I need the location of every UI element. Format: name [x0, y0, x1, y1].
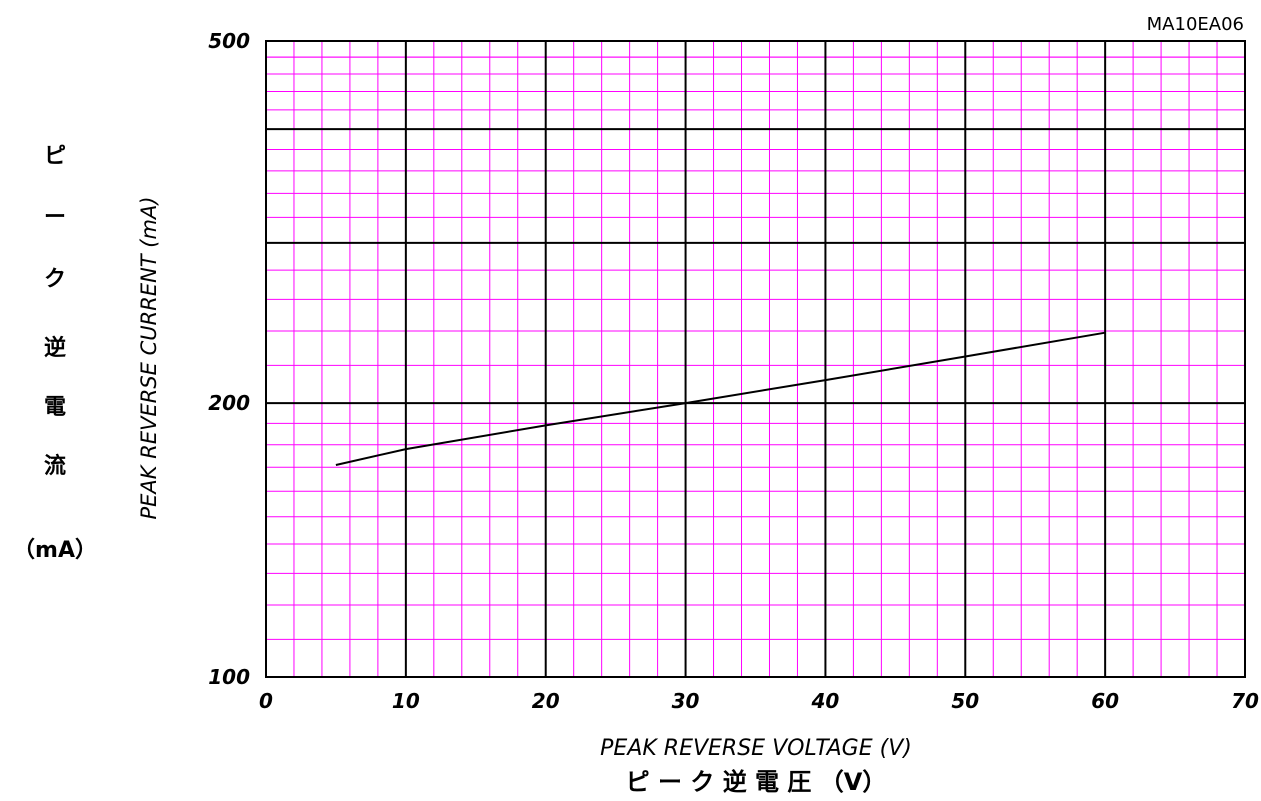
model-code: MA10EA06 — [1147, 14, 1244, 35]
y-axis-label-jp-char: 流 — [44, 453, 66, 479]
x-tick-label: 60 — [1091, 689, 1119, 713]
x-tick-label: 20 — [532, 689, 560, 713]
y-tick-labels: 100 200 500 — [208, 29, 250, 689]
x-tick-label: 30 — [672, 689, 700, 713]
x-tick-labels: 0 10 20 30 40 50 60 70 — [259, 689, 1259, 713]
y-axis-label-jp-char: 電 — [44, 395, 66, 420]
major-grid — [266, 41, 1245, 677]
x-tick-label: 50 — [951, 689, 979, 713]
minor-grid — [266, 41, 1245, 677]
x-tick-label: 10 — [392, 689, 420, 713]
y-axis-label-jp-char: （mA） — [13, 538, 97, 563]
y-tick-label: 500 — [208, 29, 250, 53]
y-axis-label: PEAK REVERSE CURRENT (mA) — [137, 196, 161, 519]
x-axis-label: PEAK REVERSE VOLTAGE (V) — [600, 736, 912, 761]
x-tick-label: 70 — [1231, 689, 1259, 713]
y-axis-label-jp-char: ピ — [44, 144, 66, 169]
y-axis-label-jp-char: ク — [44, 267, 66, 292]
x-tick-label: 40 — [811, 689, 840, 713]
x-axis-label-jp: ピ ー ク 逆 電 圧 （V） — [626, 768, 887, 796]
series-line — [335, 331, 1106, 466]
y-axis-label-jp-char: 逆 — [44, 335, 66, 361]
y-axis-label-jp-char: ー — [44, 205, 66, 230]
plot-frame — [265, 40, 1246, 678]
y-tick-label: 200 — [208, 391, 250, 415]
series-layer — [335, 331, 1106, 466]
y-tick-label: 100 — [208, 665, 250, 689]
x-tick-label: 0 — [259, 689, 273, 713]
